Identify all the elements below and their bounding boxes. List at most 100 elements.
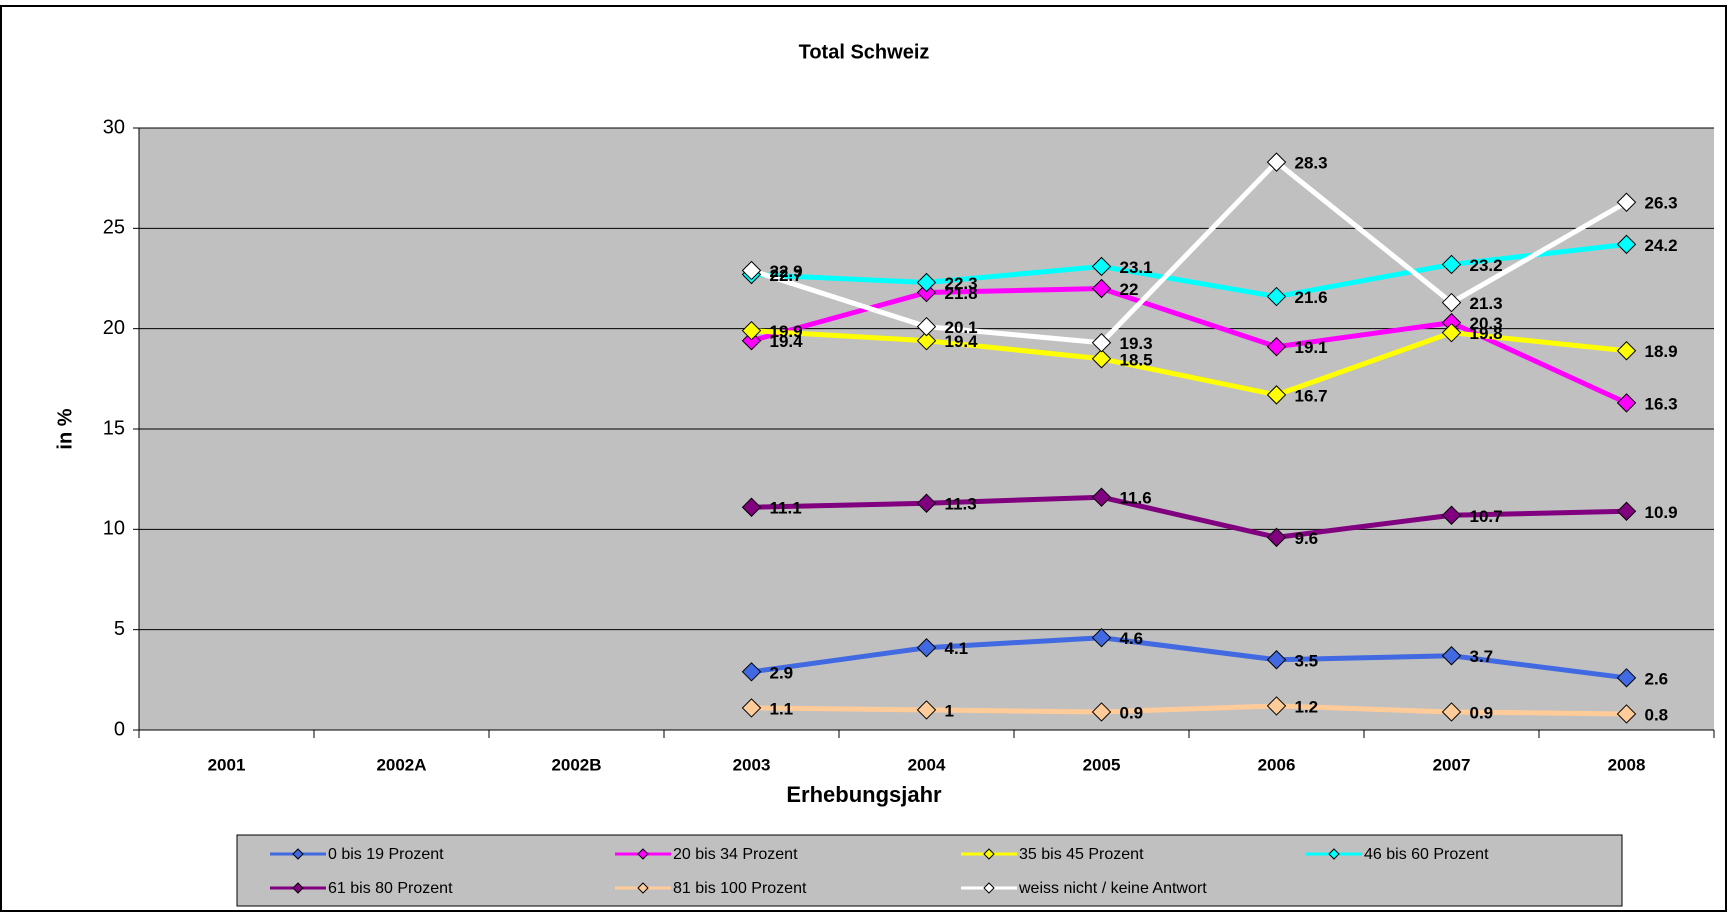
data-point bbox=[916, 493, 937, 513]
data-label: 19.1 bbox=[1295, 338, 1328, 357]
data-point bbox=[741, 330, 762, 351]
legend-label: 0 bis 19 Prozent bbox=[328, 846, 444, 863]
data-point bbox=[916, 282, 937, 303]
data-point bbox=[1091, 278, 1112, 299]
x-axis-label: Erhebungsjahr bbox=[786, 782, 942, 807]
data-point bbox=[1266, 650, 1287, 670]
data-label: 10.7 bbox=[1470, 507, 1503, 526]
data-label: 3.7 bbox=[1470, 647, 1494, 666]
legend-label: 46 bis 60 Prozent bbox=[1364, 846, 1489, 863]
data-point bbox=[1441, 292, 1462, 313]
data-point bbox=[1091, 487, 1112, 507]
data-label: 26.3 bbox=[1645, 194, 1678, 213]
data-point bbox=[1441, 646, 1462, 666]
data-label: 19.4 bbox=[945, 332, 979, 351]
data-label: 19.4 bbox=[770, 332, 804, 351]
x-tick-label: 2005 bbox=[1083, 755, 1121, 774]
series-line bbox=[751, 328, 1627, 398]
x-tick-label: 2004 bbox=[908, 755, 946, 774]
data-point bbox=[916, 638, 937, 658]
data-point bbox=[741, 698, 762, 718]
data-point bbox=[1616, 393, 1637, 413]
data-point bbox=[1616, 192, 1637, 212]
data-label: 23.1 bbox=[1120, 258, 1153, 277]
data-point bbox=[1091, 627, 1112, 648]
data-point bbox=[1441, 254, 1462, 275]
data-point bbox=[1091, 256, 1112, 277]
x-tick-label: 2002A bbox=[376, 755, 426, 774]
x-tick-label: 2003 bbox=[733, 755, 771, 774]
y-tick-label: 0 bbox=[114, 718, 125, 740]
data-point bbox=[916, 330, 937, 351]
data-label: 16.7 bbox=[1295, 386, 1328, 405]
data-label: 3.5 bbox=[1295, 651, 1319, 670]
data-label: 20.3 bbox=[1470, 314, 1503, 333]
data-label: 19.9 bbox=[770, 322, 803, 341]
legend-marker bbox=[637, 848, 649, 860]
data-label: 16.3 bbox=[1645, 394, 1678, 413]
data-label: 9.6 bbox=[1295, 529, 1319, 548]
data-point bbox=[1266, 696, 1287, 716]
data-label: 1.1 bbox=[770, 699, 794, 718]
data-point bbox=[1266, 385, 1287, 405]
series-line bbox=[751, 703, 1627, 717]
data-label: 22.9 bbox=[770, 262, 803, 281]
data-point bbox=[1091, 333, 1112, 353]
x-tick-label: 2002B bbox=[551, 755, 601, 774]
legend-label: 20 bis 34 Prozent bbox=[673, 846, 798, 863]
data-label: 21.6 bbox=[1295, 288, 1328, 307]
data-label: 18.9 bbox=[1645, 342, 1678, 361]
series-line bbox=[750, 159, 1628, 346]
data-point bbox=[1091, 702, 1112, 722]
data-label: 20.1 bbox=[945, 318, 978, 337]
data-point bbox=[1091, 349, 1112, 369]
x-tick-label: 2001 bbox=[208, 755, 246, 774]
x-tick-label: 2007 bbox=[1433, 755, 1471, 774]
data-label: 28.3 bbox=[1295, 154, 1328, 173]
data-point bbox=[741, 497, 762, 517]
data-label: 4.6 bbox=[1120, 629, 1144, 648]
data-point bbox=[1616, 704, 1637, 724]
data-label: 19.8 bbox=[1470, 324, 1503, 343]
data-label: 18.5 bbox=[1120, 350, 1153, 369]
data-point bbox=[1616, 234, 1637, 255]
legend bbox=[236, 834, 1623, 907]
data-point bbox=[916, 272, 937, 293]
data-label: 4.1 bbox=[945, 639, 969, 658]
data-point bbox=[916, 316, 937, 337]
data-label: 22.7 bbox=[770, 266, 803, 285]
data-label: 11.6 bbox=[1120, 489, 1152, 508]
data-point bbox=[1266, 337, 1287, 357]
data-label: 1.2 bbox=[1295, 697, 1319, 716]
y-tick-label: 5 bbox=[114, 618, 125, 640]
data-point bbox=[1266, 527, 1287, 548]
y-tick-label: 25 bbox=[103, 217, 125, 239]
data-point bbox=[1266, 152, 1287, 172]
data-label: 1 bbox=[945, 701, 954, 720]
legend-marker bbox=[637, 882, 649, 894]
data-label: 22 bbox=[1120, 280, 1139, 299]
data-label: 19.3 bbox=[1120, 334, 1153, 353]
series-line bbox=[751, 241, 1627, 300]
data-point bbox=[741, 662, 762, 682]
data-label: 11.1 bbox=[770, 499, 802, 518]
data-point bbox=[1616, 668, 1637, 688]
data-point bbox=[1266, 286, 1287, 307]
legend-marker bbox=[983, 848, 995, 860]
y-tick-label: 15 bbox=[103, 417, 125, 439]
legend-marker bbox=[292, 882, 304, 894]
data-point bbox=[1616, 501, 1637, 521]
data-label: 0.8 bbox=[1645, 705, 1669, 724]
data-point bbox=[1441, 702, 1462, 722]
x-tick-label: 2008 bbox=[1608, 755, 1646, 774]
y-axis-label: in % bbox=[54, 408, 76, 449]
data-point bbox=[1441, 505, 1462, 525]
data-point bbox=[1616, 341, 1637, 361]
data-label: 21.8 bbox=[945, 284, 978, 303]
legend-label: weiss nicht / keine Antwort bbox=[1018, 880, 1207, 897]
legend-label: 81 bis 100 Prozent bbox=[673, 880, 807, 897]
data-label: 10.9 bbox=[1645, 503, 1678, 522]
data-label: 23.2 bbox=[1470, 256, 1503, 275]
series-line bbox=[751, 494, 1627, 540]
